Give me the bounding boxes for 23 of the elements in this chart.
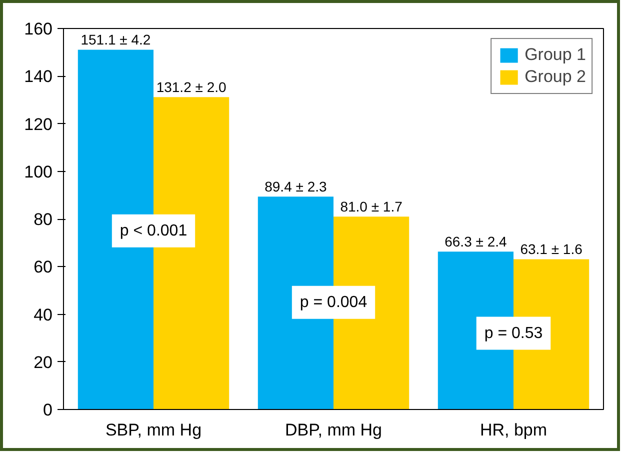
data-label: 151.1 ± 4.2: [80, 32, 151, 48]
x-tick-label: HR, bpm: [480, 420, 548, 440]
legend-label: Group 1: [524, 45, 586, 65]
legend-label: Group 2: [524, 67, 586, 87]
y-tick-label: 20: [34, 352, 53, 372]
x-tick-label: SBP, mm Hg: [105, 420, 202, 440]
annotation: p < 0.001: [120, 222, 188, 240]
y-tick-label: 80: [34, 210, 53, 229]
y-tick-label: 40: [34, 305, 53, 324]
data-label: 66.3 ± 2.4: [444, 234, 507, 250]
y-tick-label: 60: [34, 258, 53, 277]
data-label: 89.4 ± 2.3: [264, 178, 327, 195]
y-tick-label: 160: [24, 20, 53, 38]
y-tick-label: 120: [24, 114, 53, 134]
x-tick-label: DBP, mm Hg: [285, 420, 382, 440]
data-label: 63.1 ± 1.6: [520, 241, 583, 258]
y-tick-label: 100: [24, 162, 53, 182]
y-tick-label: 140: [24, 67, 53, 86]
annotation: p = 0.53: [484, 324, 543, 342]
annotation: p = 0.004: [300, 294, 368, 311]
data-label: 81.0 ± 1.7: [340, 198, 403, 215]
data-label: 131.2 ± 2.0: [156, 79, 226, 96]
y-tick-label: 0: [43, 400, 53, 420]
